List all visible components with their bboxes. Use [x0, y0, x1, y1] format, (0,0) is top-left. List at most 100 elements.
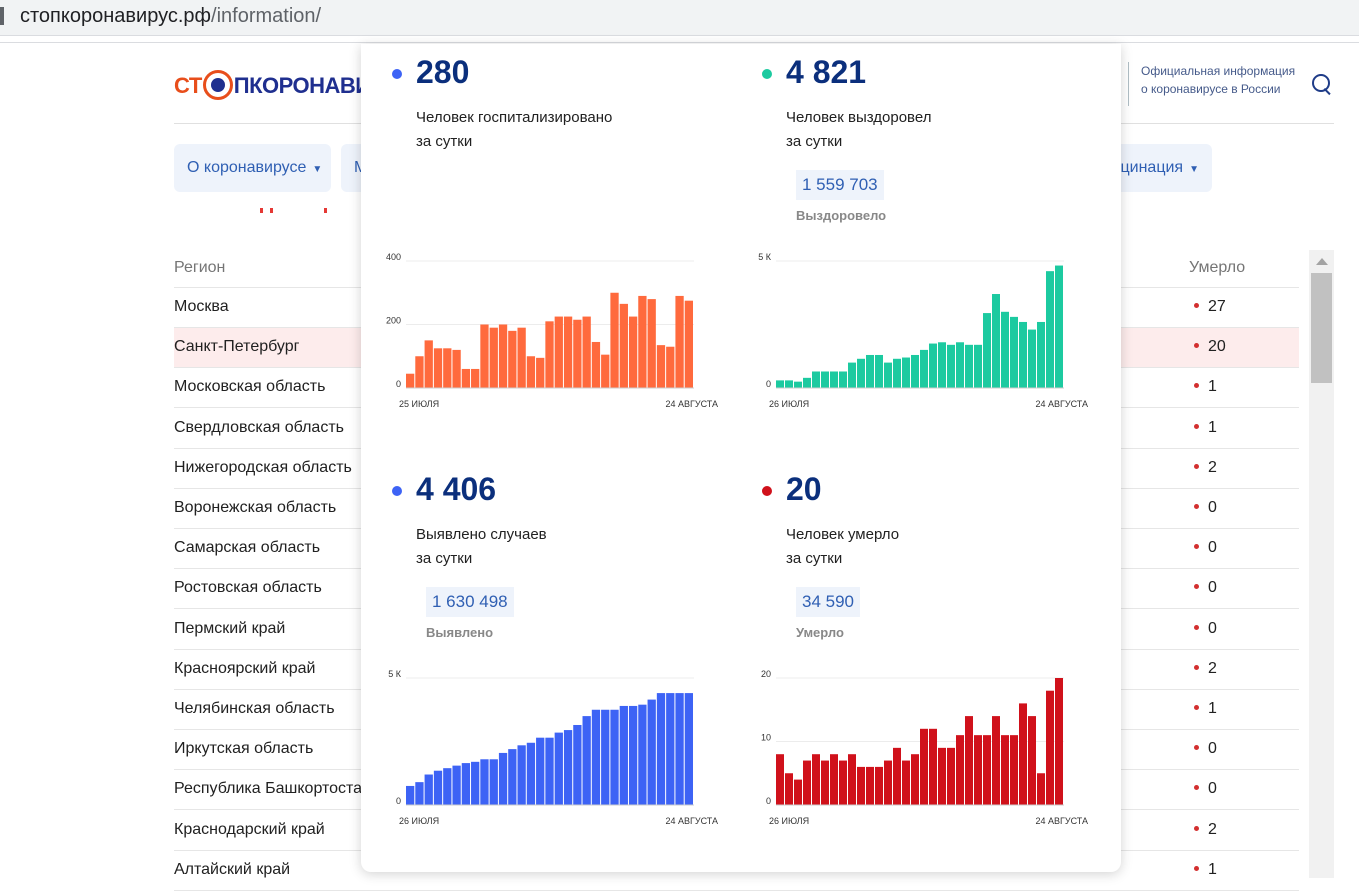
- bar[interactable]: [601, 354, 610, 388]
- bar[interactable]: [1055, 265, 1063, 388]
- bar[interactable]: [1019, 321, 1027, 388]
- bar[interactable]: [812, 754, 820, 805]
- bar[interactable]: [848, 754, 856, 805]
- bar[interactable]: [508, 330, 517, 388]
- bar[interactable]: [884, 760, 892, 805]
- bar[interactable]: [902, 760, 910, 805]
- bar[interactable]: [536, 737, 545, 805]
- bar[interactable]: [830, 371, 838, 388]
- bar[interactable]: [573, 319, 582, 388]
- bar[interactable]: [656, 345, 666, 388]
- bar[interactable]: [684, 693, 693, 805]
- bar[interactable]: [545, 737, 554, 805]
- bar[interactable]: [812, 371, 820, 388]
- bar[interactable]: [875, 354, 883, 388]
- bar[interactable]: [893, 358, 901, 388]
- bar[interactable]: [433, 770, 443, 805]
- bar[interactable]: [554, 732, 563, 805]
- bar[interactable]: [452, 765, 461, 805]
- bar[interactable]: [647, 299, 656, 388]
- bar[interactable]: [1046, 271, 1054, 388]
- bar[interactable]: [902, 357, 910, 388]
- bar[interactable]: [848, 362, 856, 388]
- browser-address-bar[interactable]: стопкоронавирус.рф/information/: [0, 0, 1359, 36]
- bar[interactable]: [983, 735, 991, 805]
- bar[interactable]: [938, 342, 946, 388]
- search-icon[interactable]: [1312, 74, 1332, 94]
- bar[interactable]: [666, 693, 675, 805]
- bar[interactable]: [1055, 678, 1063, 805]
- bar[interactable]: [929, 343, 937, 388]
- bar[interactable]: [582, 316, 591, 388]
- bar[interactable]: [1037, 321, 1045, 388]
- bar[interactable]: [517, 745, 526, 805]
- bar[interactable]: [619, 303, 628, 388]
- bar[interactable]: [866, 354, 874, 388]
- bar[interactable]: [591, 709, 601, 805]
- bar[interactable]: [776, 380, 784, 388]
- bar[interactable]: [647, 699, 656, 805]
- bar[interactable]: [675, 693, 684, 805]
- bar[interactable]: [424, 774, 433, 805]
- bar[interactable]: [956, 342, 964, 388]
- bar[interactable]: [480, 759, 489, 805]
- bar[interactable]: [965, 344, 973, 388]
- column-header-region[interactable]: Регион: [174, 259, 226, 276]
- bar[interactable]: [776, 754, 784, 805]
- bar[interactable]: [974, 344, 982, 388]
- bar[interactable]: [794, 779, 802, 805]
- bar[interactable]: [839, 371, 847, 388]
- bar[interactable]: [947, 747, 955, 805]
- bar[interactable]: [536, 357, 545, 388]
- bar[interactable]: [406, 373, 415, 388]
- bar[interactable]: [610, 292, 619, 388]
- bar[interactable]: [893, 747, 901, 805]
- bar[interactable]: [684, 300, 693, 388]
- bar[interactable]: [526, 742, 536, 805]
- bar[interactable]: [415, 356, 424, 388]
- bar[interactable]: [498, 324, 508, 389]
- bar[interactable]: [1028, 716, 1036, 805]
- bar[interactable]: [965, 716, 973, 805]
- bar[interactable]: [582, 716, 591, 805]
- bar[interactable]: [983, 313, 991, 388]
- bar[interactable]: [471, 761, 480, 805]
- bar[interactable]: [498, 752, 508, 805]
- bar[interactable]: [545, 321, 554, 388]
- bar[interactable]: [821, 371, 829, 388]
- bar[interactable]: [526, 356, 536, 388]
- bar[interactable]: [929, 728, 937, 805]
- bar[interactable]: [666, 346, 675, 388]
- scrollbar-thumb[interactable]: [1311, 273, 1332, 383]
- bar[interactable]: [489, 327, 498, 388]
- url-text[interactable]: стопкоронавирус.рф/information/: [20, 5, 321, 28]
- column-header-dead[interactable]: Умерло: [1189, 259, 1246, 276]
- site-logo[interactable]: СТ ПКОРОНАВИ: [174, 70, 371, 100]
- bar[interactable]: [1001, 735, 1009, 805]
- bar[interactable]: [911, 354, 919, 388]
- bar[interactable]: [911, 754, 919, 805]
- bar[interactable]: [920, 728, 928, 805]
- bar[interactable]: [992, 716, 1000, 805]
- bar[interactable]: [875, 766, 883, 805]
- bar[interactable]: [956, 735, 964, 805]
- bar[interactable]: [480, 324, 489, 389]
- bar[interactable]: [1001, 311, 1009, 388]
- bar[interactable]: [563, 730, 573, 805]
- bar[interactable]: [1010, 316, 1018, 388]
- bar[interactable]: [638, 704, 647, 805]
- bar[interactable]: [554, 316, 563, 388]
- lock-icon[interactable]: [0, 7, 4, 25]
- bar[interactable]: [517, 327, 526, 388]
- bar[interactable]: [992, 294, 1000, 388]
- bar[interactable]: [1010, 735, 1018, 805]
- bar[interactable]: [1019, 703, 1027, 805]
- bar[interactable]: [884, 362, 892, 388]
- bar[interactable]: [920, 349, 928, 388]
- bar[interactable]: [785, 773, 793, 805]
- bar[interactable]: [628, 316, 638, 388]
- bar[interactable]: [1028, 329, 1036, 388]
- bar[interactable]: [839, 760, 847, 805]
- bar[interactable]: [857, 766, 865, 805]
- bar[interactable]: [1037, 773, 1045, 805]
